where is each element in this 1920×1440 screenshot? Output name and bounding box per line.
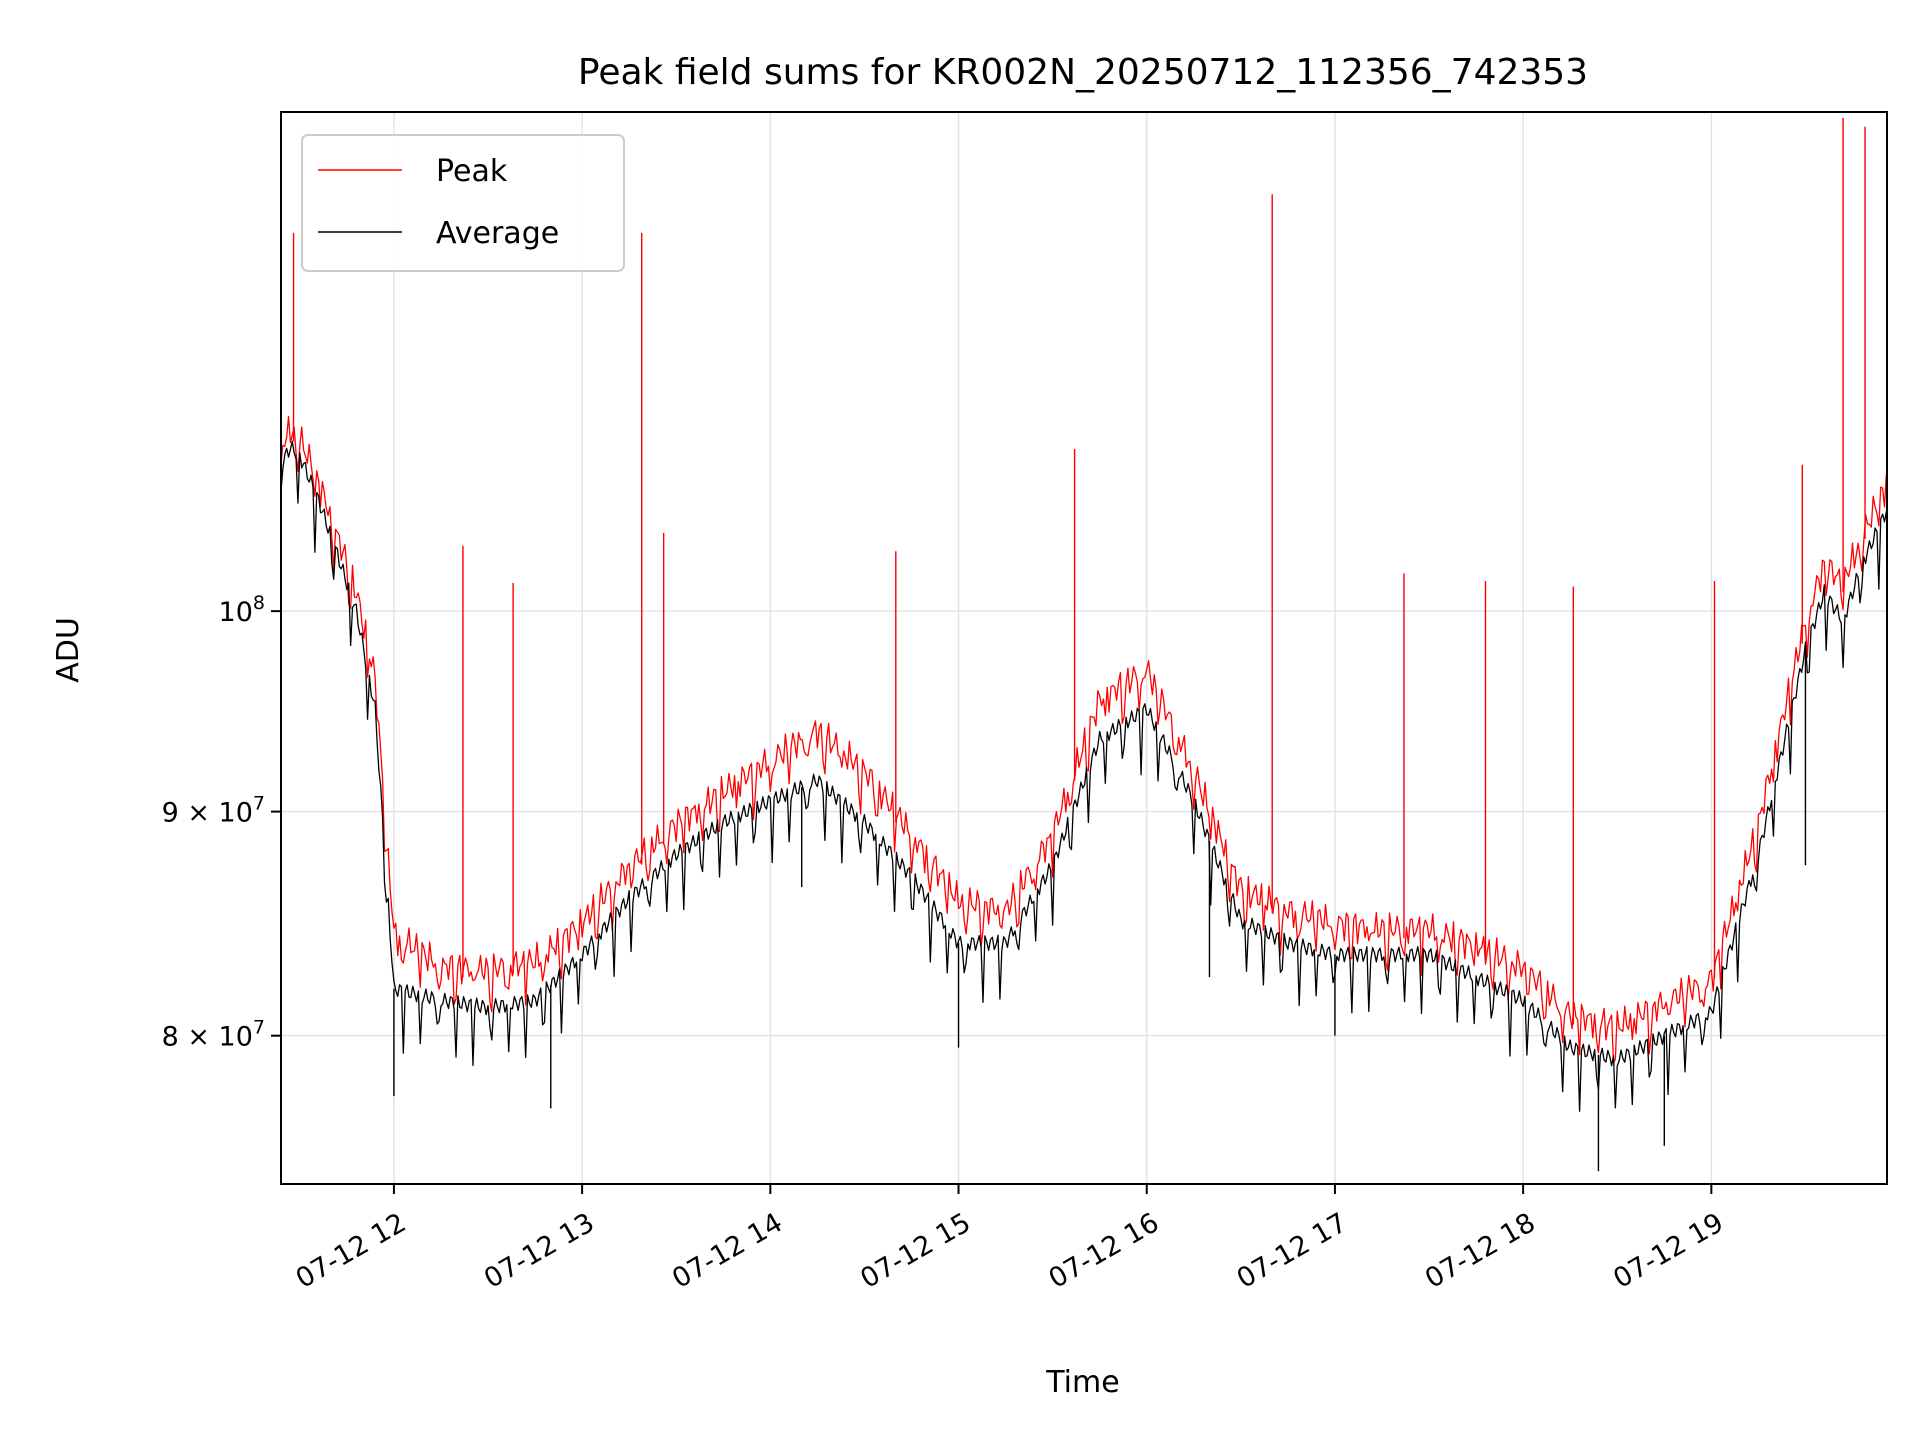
y-tick-label-base: 9 × 10 (162, 798, 253, 829)
y-axis-label: ADU (51, 617, 86, 683)
legend: Peak Average (301, 134, 625, 272)
y-tick-label: 8 × 107 (162, 1017, 265, 1053)
y-tick-label-exponent: 7 (253, 1017, 265, 1039)
series-average (280, 440, 1888, 1172)
grid (281, 112, 1887, 1184)
x-axis-label: Time (1045, 1365, 1119, 1400)
chart-title: Peak field sums for KR002N_20250712_1123… (578, 52, 1588, 93)
legend-label-peak: Peak (436, 154, 508, 189)
series-peak (280, 117, 1888, 1065)
y-tick-label-base: 8 × 10 (162, 1022, 253, 1053)
series-layer (280, 117, 1888, 1172)
y-tick-label-exponent: 7 (253, 793, 265, 815)
series-line-peak (280, 416, 1888, 1065)
y-tick-label: 9 × 107 (162, 793, 265, 829)
series-line-average (280, 440, 1888, 1112)
plot-frame (280, 111, 1888, 1185)
legend-box (301, 134, 625, 272)
legend-label-average: Average (436, 216, 559, 251)
y-tick-label-base: 10 (219, 597, 253, 628)
y-tick-label: 108 (219, 592, 265, 628)
y-tick-label-exponent: 8 (253, 592, 265, 614)
